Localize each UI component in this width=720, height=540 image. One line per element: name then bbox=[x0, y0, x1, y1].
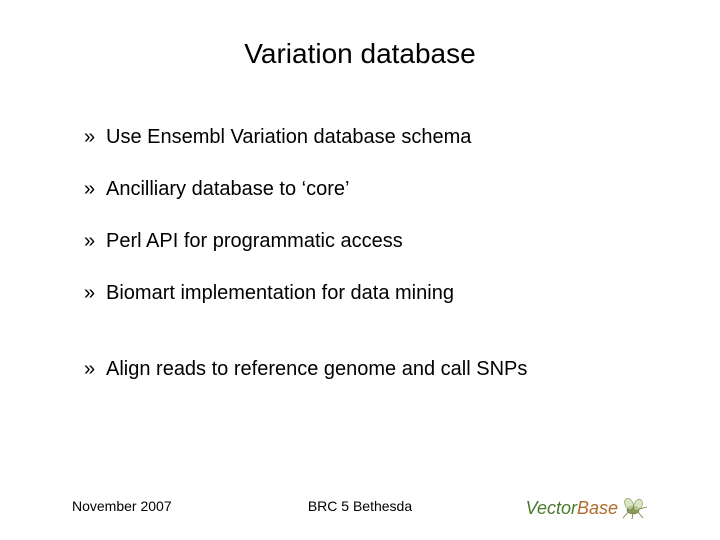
bullet-spacer bbox=[84, 332, 660, 356]
slide: Variation database Use Ensembl Variation… bbox=[0, 0, 720, 540]
bullet-list: Use Ensembl Variation database schema An… bbox=[60, 124, 660, 382]
bullet-item: Use Ensembl Variation database schema bbox=[84, 124, 660, 150]
logo-vector-word: Vector bbox=[526, 498, 577, 518]
slide-footer: November 2007 BRC 5 Bethesda VectorBase bbox=[0, 498, 720, 514]
mosquito-icon bbox=[620, 496, 648, 520]
bullet-item: Biomart implementation for data mining bbox=[84, 280, 660, 306]
logo-text: VectorBase bbox=[526, 498, 618, 519]
bullet-item: Ancilliary database to ‘core’ bbox=[84, 176, 660, 202]
vectorbase-logo: VectorBase bbox=[526, 496, 648, 520]
slide-title: Variation database bbox=[60, 38, 660, 70]
bullet-item: Perl API for programmatic access bbox=[84, 228, 660, 254]
bullet-item: Align reads to reference genome and call… bbox=[84, 356, 660, 382]
footer-date: November 2007 bbox=[72, 498, 172, 514]
logo-base-word: Base bbox=[577, 498, 618, 518]
